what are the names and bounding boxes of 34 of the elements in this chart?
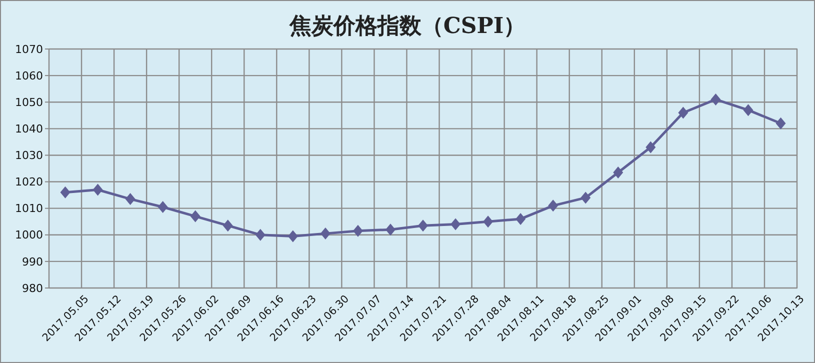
y-tick-label: 1030 [15,149,43,162]
point [450,218,461,230]
y-tick-label: 1060 [15,69,43,82]
point [60,186,70,198]
y-tick-label: 1040 [15,122,43,136]
point [255,228,266,241]
point [710,93,721,106]
point [646,141,656,154]
point [385,224,396,236]
y-tick-label: 1020 [15,176,43,189]
y-tick-label: 990 [22,255,43,268]
point [580,192,591,204]
point [613,166,624,178]
point [548,200,558,212]
point [418,220,428,232]
point [222,220,233,232]
point [352,224,363,237]
point [516,212,526,225]
point [125,193,136,206]
y-tick-label: 1010 [15,202,43,216]
point [678,106,688,119]
point [190,210,200,222]
point [320,228,330,240]
point [288,230,298,242]
y-tick-label: 1000 [15,228,43,242]
point [483,216,494,228]
point [92,184,103,196]
y-tick-label: 1050 [15,96,43,109]
chart-title: 焦炭价格指数（CSPI） [288,13,526,39]
point [158,201,168,214]
y-tick-label: 980 [22,282,43,295]
point [743,104,754,116]
point [776,117,786,130]
y-tick-label: 1070 [15,42,43,56]
